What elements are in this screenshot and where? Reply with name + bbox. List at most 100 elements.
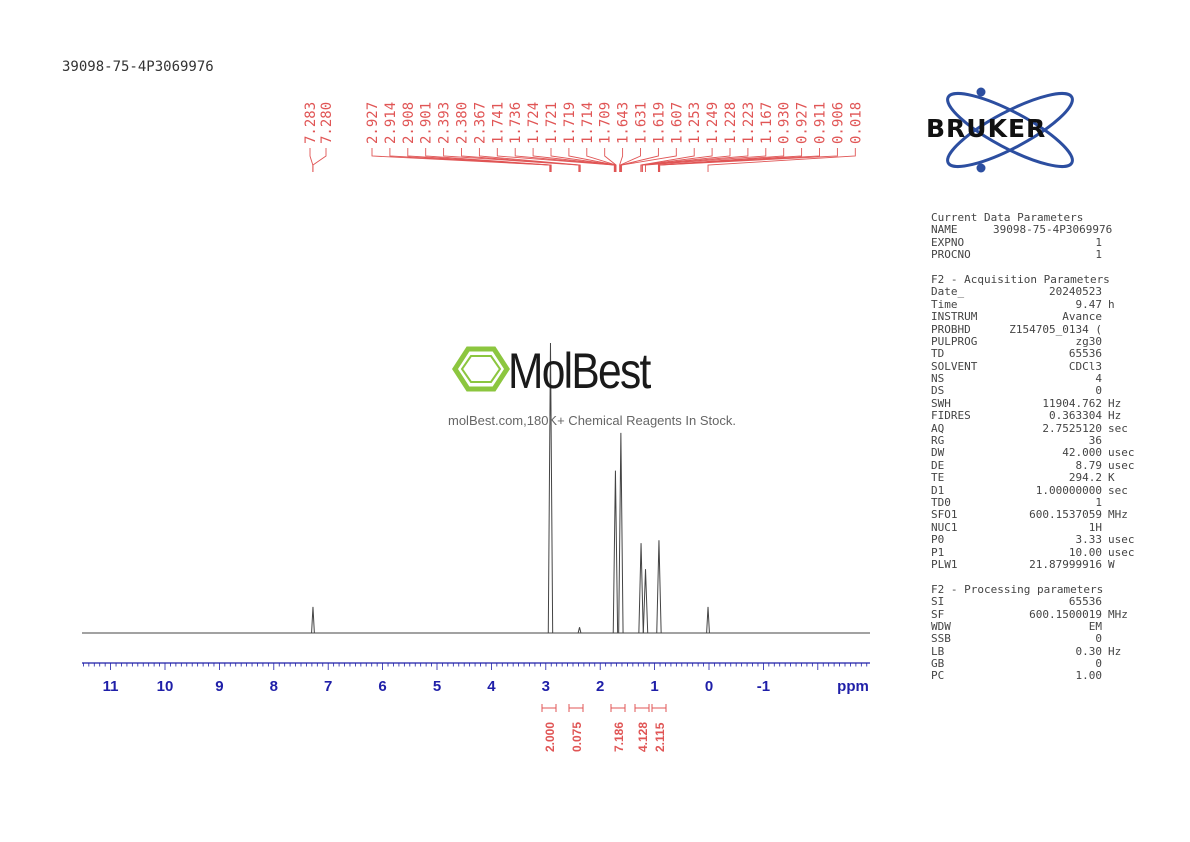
- processing-params-title: F2 - Processing parameters: [931, 582, 1104, 596]
- integral-labels: 2.000 0.075 7.186 4.128 2.115: [541, 704, 667, 752]
- acquisition-param-row: DE 8.79 usec: [931, 458, 1144, 472]
- peak-label: 0.911: [813, 102, 829, 144]
- acquisition-param-row: D1 1.00000000 sec: [931, 484, 1144, 497]
- acquisition-param-row: AQ 2.7525120 sec: [931, 421, 1144, 435]
- peak-label: 0.906: [830, 102, 846, 144]
- peak-label-connector: [309, 148, 314, 172]
- acquisition-param-row: PULPROG zg30: [931, 334, 1144, 348]
- acquisition-param-row: TD 65536: [931, 347, 1144, 361]
- spectrum-peak: [612, 470, 619, 634]
- param-value: 600.1537059: [1029, 508, 1102, 522]
- peak-label-connector: [371, 148, 551, 172]
- peak-label: 1.643: [616, 102, 632, 144]
- param-value: 2.7525120: [1042, 421, 1102, 435]
- param-unit: [1102, 224, 1144, 236]
- param-value: 42.000: [1062, 446, 1102, 460]
- current-params-title: Current Data Parameters: [931, 211, 1084, 224]
- param-value: 39098-75-4P3069976: [993, 223, 1113, 237]
- param-key: FIDRES: [931, 409, 971, 423]
- peak-label-connector: [478, 148, 581, 172]
- param-unit: [1102, 633, 1144, 645]
- current-params-rows: NAME 39098-75-4P3069976 EXPNO 1 PROCNO 1: [931, 223, 1144, 262]
- current-param-row: NAME 39098-75-4P3069976: [931, 223, 1144, 237]
- acquisition-param-row: RG 36: [931, 434, 1144, 447]
- param-value: CDCl3: [1068, 359, 1102, 373]
- param-value: zg30: [1075, 334, 1103, 348]
- param-key: NUC1: [931, 520, 958, 534]
- spectrum-peak: [656, 540, 662, 634]
- param-key: SFO1: [931, 508, 958, 522]
- current-param-row: EXPNO 1: [931, 236, 1144, 249]
- peak-label-connector: [621, 148, 677, 172]
- peak-label: 1.719: [562, 102, 578, 144]
- peak-label: 2.367: [472, 102, 488, 144]
- integral-value: 7.186: [612, 722, 626, 752]
- param-key: PLW1: [931, 557, 958, 571]
- param-key: P1: [931, 545, 945, 559]
- peak-label: 1.721: [544, 102, 560, 144]
- peak-label: 1.631: [634, 102, 650, 144]
- acquisition-param-row: Date_ 20240523: [931, 285, 1144, 298]
- axis-tick-label: 5: [433, 678, 441, 695]
- peak-label-connector: [640, 148, 713, 172]
- processing-param-row: LB 0.30 Hz: [931, 645, 1144, 658]
- peak-label: 2.901: [419, 102, 435, 144]
- param-unit: sec: [1108, 421, 1128, 435]
- peak-label: 0.930: [777, 102, 793, 144]
- param-unit: [1102, 385, 1144, 397]
- param-unit: [1102, 596, 1144, 608]
- param-unit: usec: [1108, 533, 1135, 547]
- param-key: Time: [931, 297, 958, 311]
- param-unit: [1102, 286, 1144, 298]
- acquisition-param-row: PLW1 21.87999916 W: [931, 557, 1144, 571]
- param-value: Z154705_0134 (: [1009, 322, 1102, 336]
- molbest-watermark-tagline: molBest.com,180K+ Chemical Reagents In S…: [448, 413, 736, 428]
- spectrum-peak: [706, 606, 710, 634]
- param-key: SWH: [931, 396, 951, 410]
- param-value: 1.00: [1075, 669, 1103, 683]
- param-unit: [1102, 670, 1144, 682]
- acquisition-param-row: DS 0: [931, 385, 1144, 398]
- processing-param-row: SF 600.1500019 MHz: [931, 607, 1144, 621]
- param-unit: [1102, 361, 1144, 373]
- param-value: EM: [1088, 619, 1102, 633]
- peak-label: 1.709: [598, 102, 614, 144]
- param-key: SF: [931, 607, 945, 621]
- param-key: WDW: [931, 619, 951, 633]
- param-unit: [1102, 249, 1144, 261]
- processing-param-row: WDW EM: [931, 619, 1144, 633]
- param-value: 21.87999916: [1029, 557, 1102, 571]
- processing-param-row: SSB 0: [931, 632, 1144, 645]
- param-unit: usec: [1108, 458, 1135, 472]
- param-key: GB: [931, 657, 945, 671]
- param-key: DE: [931, 458, 945, 472]
- peak-label-connector: [645, 148, 767, 172]
- peak-label-connector: [620, 148, 659, 172]
- integral-value: 2.000: [543, 722, 557, 752]
- param-key: INSTRUM: [931, 310, 978, 324]
- acquisition-param-row: TE 294.2 K: [931, 471, 1144, 484]
- peak-label-connector: [707, 148, 856, 172]
- param-value: 65536: [1068, 347, 1102, 361]
- peak-label: 7.283: [303, 102, 319, 144]
- param-key: PC: [931, 669, 945, 683]
- peak-label: 1.249: [705, 102, 721, 144]
- peak-label-connector: [659, 148, 838, 172]
- peak-label-connector: [658, 148, 803, 172]
- spectrum-plot: [82, 342, 870, 634]
- param-key: AQ: [931, 421, 945, 435]
- peak-label: 2.914: [383, 102, 399, 144]
- param-unit: usec: [1108, 446, 1135, 460]
- param-key: TD0: [931, 495, 951, 509]
- peak-label: 0.018: [848, 102, 864, 144]
- processing-param-row: PC 1.00: [931, 669, 1144, 683]
- axis-tick-label: 11: [103, 678, 119, 695]
- peak-label: 1.736: [508, 102, 524, 144]
- param-value: 10.00: [1068, 545, 1102, 559]
- peak-label: 1.741: [490, 102, 506, 144]
- peak-label-connector: [443, 148, 580, 172]
- param-key: PROCNO: [931, 248, 971, 262]
- peak-label-connector: [604, 148, 617, 172]
- peak-label-connector: [425, 148, 552, 172]
